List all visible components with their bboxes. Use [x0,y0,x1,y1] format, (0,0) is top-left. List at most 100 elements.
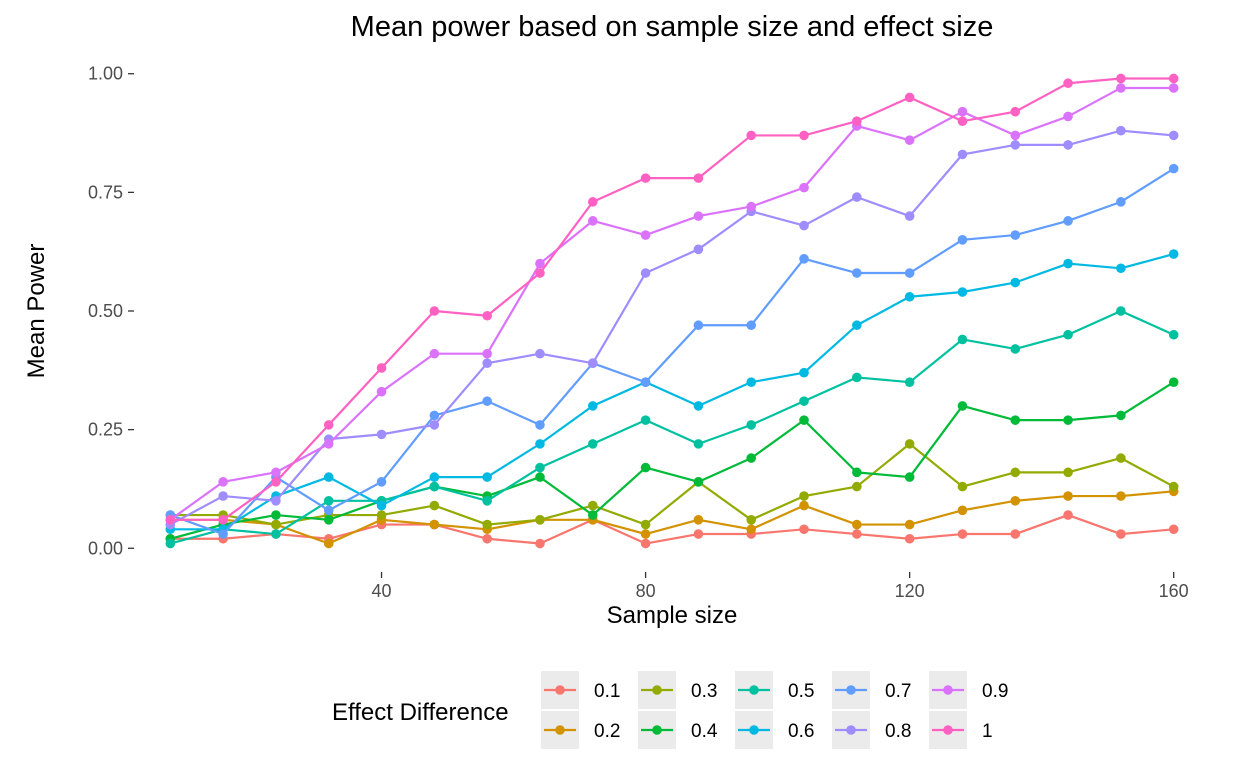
data-point [904,377,915,387]
legend-item: 0.9 [929,671,1008,709]
data-point [1063,467,1073,478]
y-tick-label: 0.50 [88,301,123,321]
data-point [904,92,915,103]
data-point [323,505,334,516]
x-tick-label: 120 [895,581,925,601]
data-point [1063,258,1073,269]
data-point [693,477,704,487]
data-point [271,496,281,506]
data-point [1168,329,1179,340]
data-point [535,348,545,359]
data-point [535,420,545,430]
data-point [429,472,440,482]
legend-keys: 0.1 0.2 0.3 0.4 0.5 0.6 0.7 0.8 0.9 1 [541,671,1008,749]
data-point [271,510,281,520]
data-point [640,538,651,549]
data-point [429,348,440,359]
data-point [1010,344,1021,354]
data-point [429,519,440,530]
data-point [904,519,915,530]
data-point [1116,410,1126,421]
data-point [799,415,809,425]
data-point [535,439,545,449]
legend-item: 0.3 [638,671,717,709]
y-tick-label: 0.25 [88,420,123,440]
data-point [1116,263,1126,274]
data-point [799,182,809,193]
data-point [1063,510,1073,520]
data-point [640,230,651,240]
data-point [1168,83,1179,93]
x-axis-title: Sample size [607,602,738,629]
series-line [170,77,1174,521]
data-point [1116,83,1126,93]
data-point [218,515,228,525]
data-point [587,401,598,411]
data-point [429,420,440,430]
data-point [799,500,809,511]
data-point [429,410,440,421]
data-point [746,515,757,525]
legend-key-point [555,685,565,695]
x-tick-label: 160 [1159,581,1189,601]
legend-label: 0.5 [788,681,814,702]
data-point [904,472,915,482]
legend-label: 1 [982,721,993,742]
data-point [323,515,334,525]
data-point [957,116,968,126]
legend-key-point [846,685,856,695]
data-point [693,173,704,183]
data-point [799,130,809,141]
data-point [1063,78,1073,89]
data-point [271,519,281,530]
data-point [323,538,334,549]
legend-item: 0.1 [541,671,620,709]
data-point [165,515,176,525]
series-line [170,513,1174,545]
series-0.5 [165,306,1179,549]
data-point [957,481,968,492]
data-point [271,477,281,487]
data-point [429,306,440,316]
data-point [535,515,545,525]
data-point [852,467,862,478]
data-point [852,529,862,539]
data-point [799,367,809,378]
data-point [640,415,651,425]
data-point [1168,377,1179,387]
data-point [376,477,387,487]
legend-item: 0.4 [638,711,718,749]
data-point [429,500,440,511]
data-point [852,372,862,383]
data-point [746,201,757,212]
legend-key-point [943,725,953,735]
data-point [482,310,492,321]
data-point [1116,197,1126,207]
data-point [1116,73,1126,84]
data-point [640,529,651,539]
data-point [587,439,598,449]
data-point [799,524,809,535]
legend-label: 0.8 [885,721,911,742]
data-point [1168,73,1179,84]
data-point [1010,496,1021,506]
data-point [957,287,968,297]
data-point [587,358,598,369]
data-point [693,529,704,539]
data-point [1010,277,1021,288]
x-tick-label: 80 [636,581,656,601]
series-line [170,309,1175,545]
data-point [1010,467,1021,478]
data-point [1116,491,1126,501]
data-point [271,529,281,539]
y-tick-label: 1.00 [88,64,123,84]
data-point [1010,106,1021,117]
data-point [1063,329,1073,340]
series-line [169,167,1175,536]
series-line [169,129,1174,526]
data-point [693,320,704,331]
series-0.4 [165,377,1179,544]
data-point [957,235,968,245]
data-point [957,401,968,411]
